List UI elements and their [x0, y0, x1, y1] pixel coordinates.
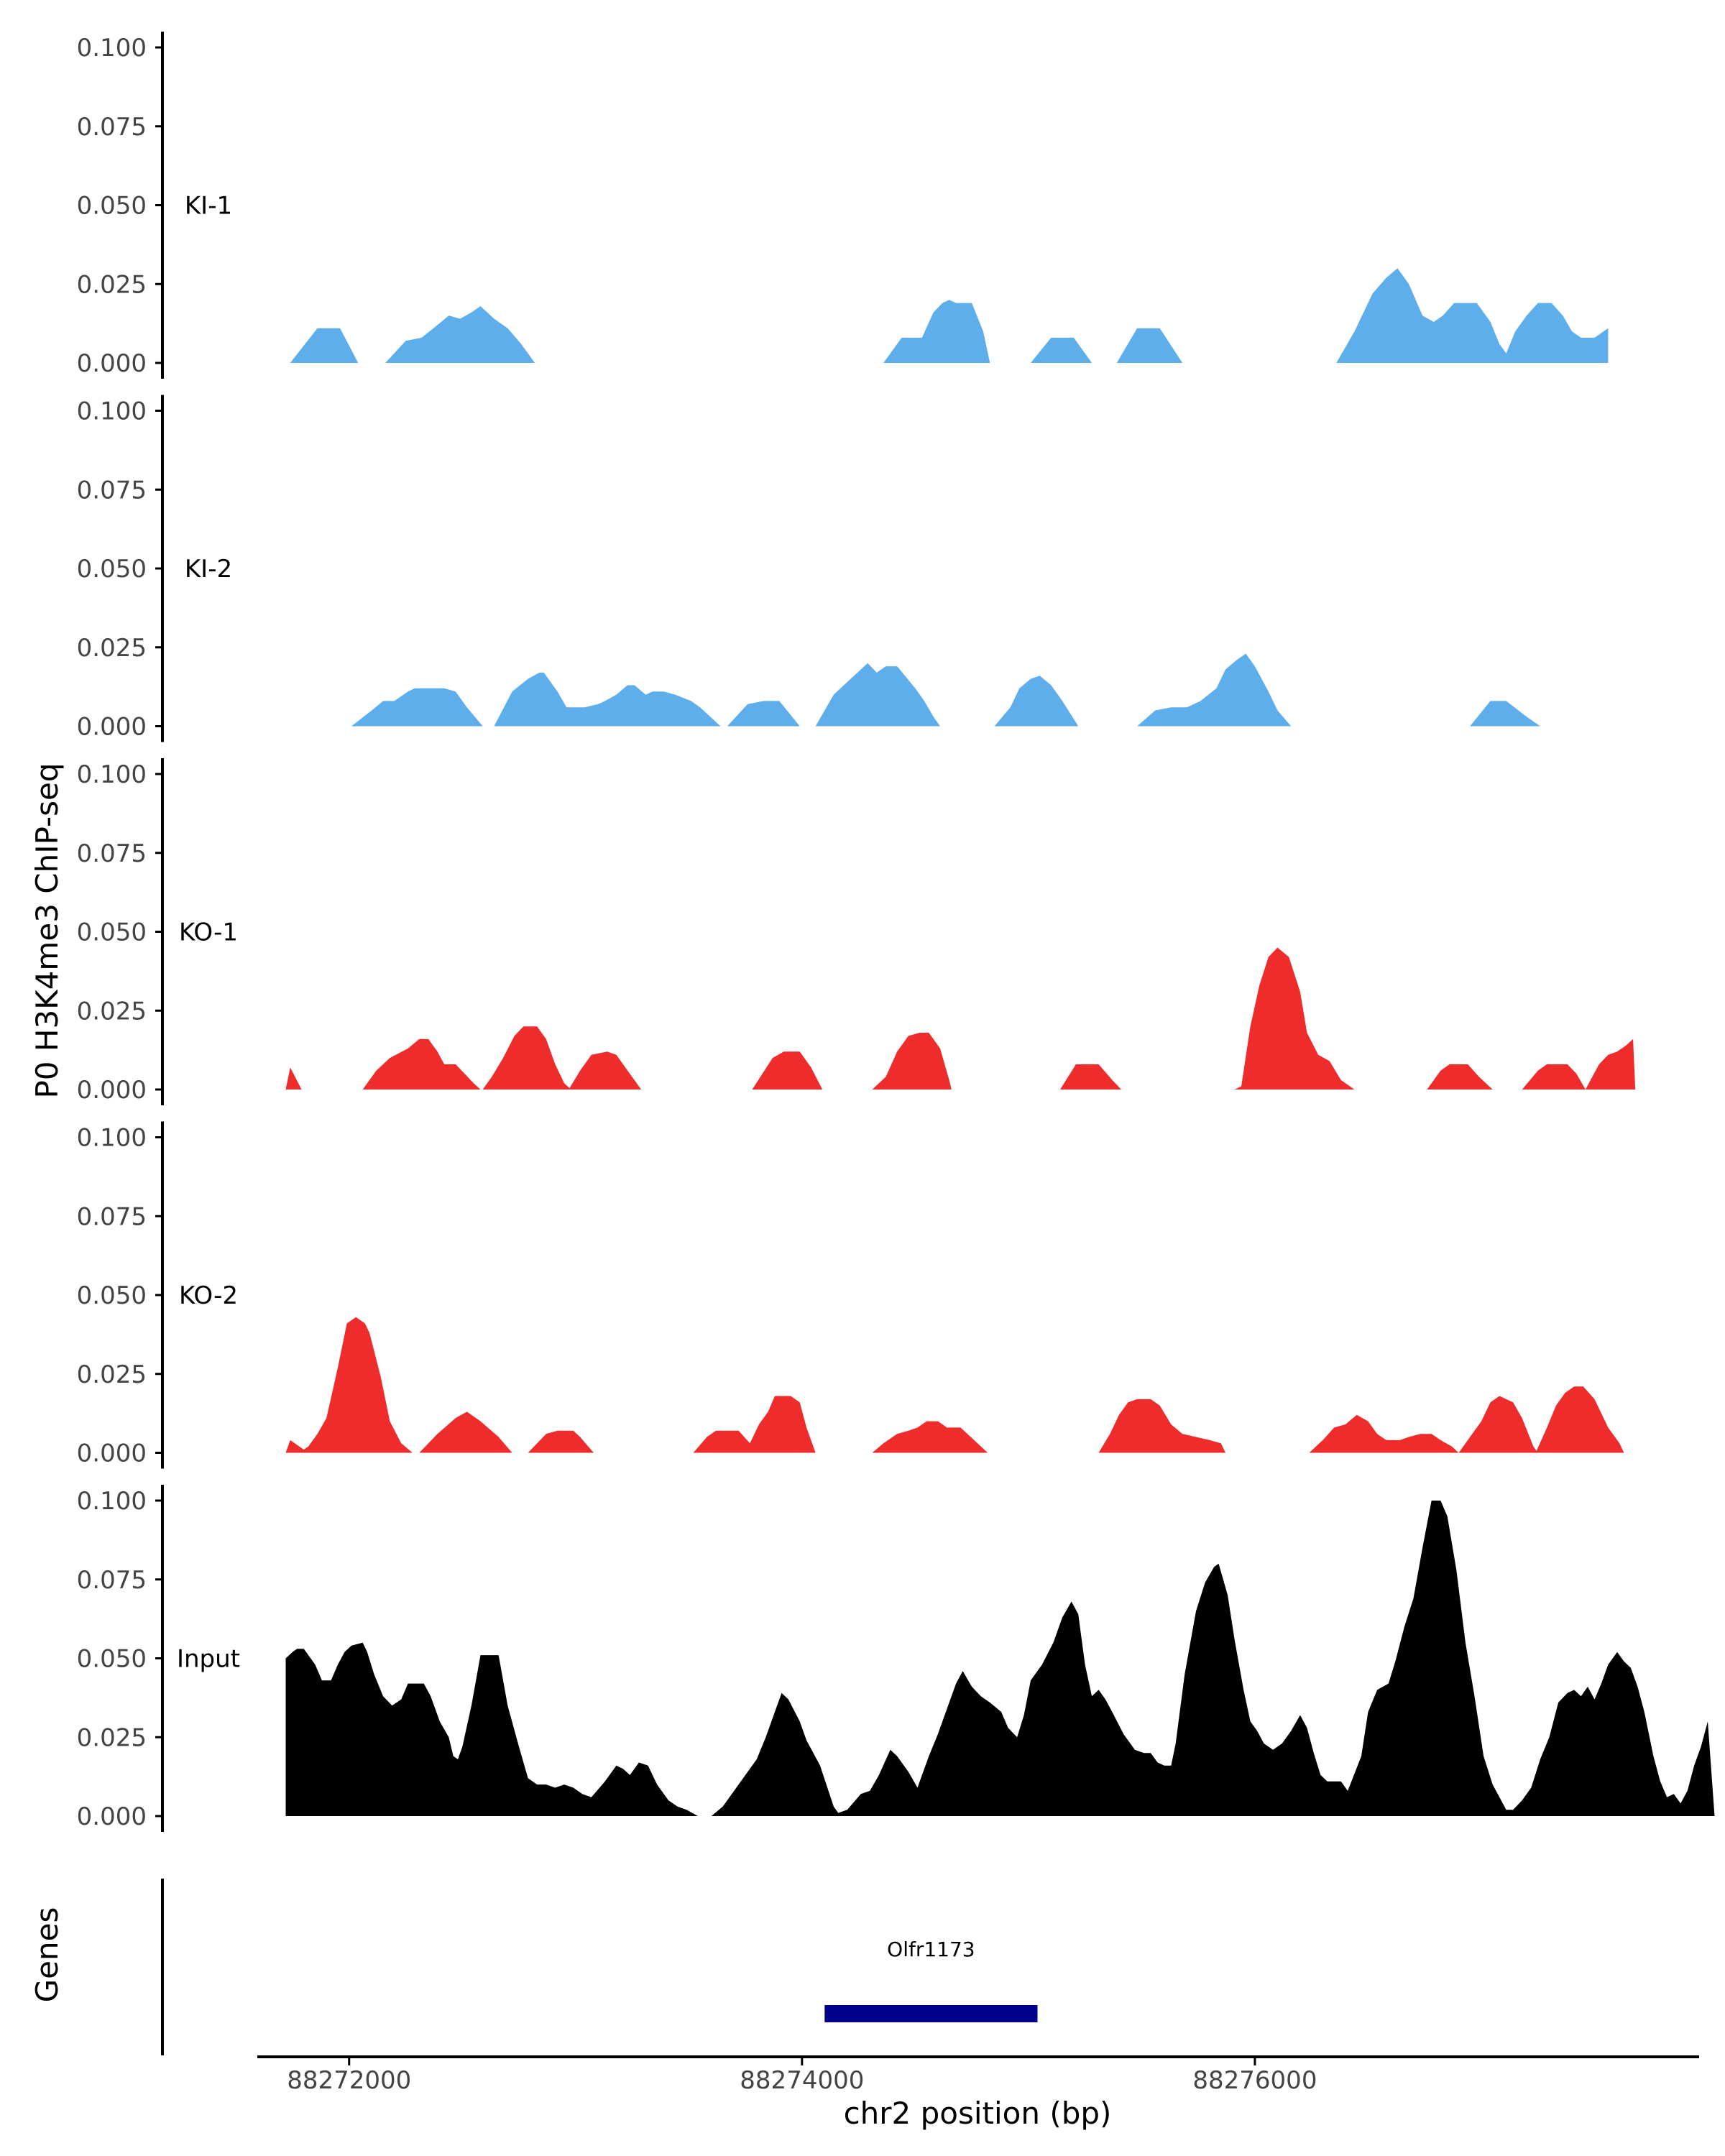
- y-axis-title: P0 H3K4me3 ChIP-seq: [29, 763, 65, 1098]
- y-tick-label: 0.000: [77, 713, 147, 742]
- signal-peak: [362, 1038, 481, 1089]
- y-tick-label: 0.000: [77, 1802, 147, 1831]
- y-tick-label: 0.000: [77, 1439, 147, 1468]
- y-tick-label: 0.100: [77, 1487, 147, 1516]
- y-tick-label: 0.025: [77, 1723, 147, 1752]
- y-tick-label: 0.050: [77, 1281, 147, 1310]
- y-tick-label: 0.050: [77, 918, 147, 947]
- y-tick-label: 0.000: [77, 349, 147, 378]
- y-tick-label: 0.025: [77, 634, 147, 663]
- signal-peak: [290, 328, 359, 363]
- signal-peak: [815, 663, 940, 727]
- signal-peak: [285, 1642, 698, 1816]
- genes-axis-title: Genes: [29, 1907, 65, 2003]
- signal-peak: [1137, 653, 1292, 727]
- signal-peak: [1234, 947, 1355, 1089]
- y-tick-label: 0.000: [77, 1076, 147, 1105]
- signal-peak: [1098, 1399, 1225, 1453]
- signal-peak: [385, 306, 535, 363]
- track-label: Input: [177, 1645, 240, 1674]
- signal-peak: [1116, 328, 1183, 363]
- signal-peak: [1336, 268, 1609, 363]
- track-input: 0.000 0.025 0.050 0.075 0.100 Input: [77, 1485, 1715, 1832]
- x-tick-label: 88272000: [287, 2066, 411, 2095]
- x-axis: 88272000 88274000 88276000: [257, 2055, 1699, 2095]
- y-tick-label: 0.050: [77, 555, 147, 584]
- gene-label: Olfr1173: [887, 1938, 975, 1961]
- gene-body: [824, 2005, 1038, 2022]
- tracks-layer: 0.0000.0250.0500.0750.100KI-10.0000.0250…: [77, 32, 1715, 1832]
- track-ki-1: 0.000 0.025 0.050 0.075 0.100 KI-1: [77, 32, 1609, 379]
- signal-peak: [285, 1067, 302, 1089]
- signal-peak: [883, 300, 990, 363]
- y-tick-label: 0.075: [77, 1566, 147, 1595]
- signal-peak: [285, 1317, 413, 1453]
- track-label: KO-1: [179, 918, 238, 947]
- y-tick-label: 0.100: [77, 760, 147, 789]
- y-tick-label: 0.075: [77, 1202, 147, 1231]
- signal-peak: [1427, 1064, 1493, 1089]
- y-tick-label: 0.075: [77, 476, 147, 505]
- signal-peak: [1585, 1038, 1636, 1089]
- signal-peak: [482, 1026, 571, 1089]
- signal-peak: [1522, 1064, 1586, 1089]
- signal-peak: [569, 1051, 642, 1089]
- track-ki-2: 0.000 0.025 0.050 0.075 0.100 KI-2: [77, 395, 1540, 742]
- track-ko-2: 0.000 0.025 0.050 0.075 0.100 KO-2: [77, 1121, 1624, 1469]
- signal-peak: [419, 1411, 512, 1453]
- signal-peak: [872, 1421, 988, 1453]
- track-label: KO-2: [179, 1281, 238, 1310]
- signal-peak: [994, 676, 1079, 727]
- signal-peak: [872, 1033, 952, 1089]
- genes-layer: Olfr1173: [161, 1879, 1038, 2055]
- track-label: KI-1: [185, 192, 232, 221]
- signal-peak: [1060, 1064, 1121, 1089]
- signal-peak: [285, 1501, 1715, 1816]
- y-tick-label: 0.050: [77, 192, 147, 221]
- signal-peak: [693, 1396, 816, 1453]
- signal-peak: [752, 1051, 823, 1089]
- signal-peak: [494, 672, 721, 727]
- x-axis-title: chr2 position (bp): [844, 2096, 1112, 2131]
- signal-peak: [1031, 337, 1092, 363]
- y-tick-label: 0.100: [77, 397, 147, 426]
- y-tick-label: 0.050: [77, 1645, 147, 1674]
- signal-peak: [1535, 1386, 1624, 1453]
- signal-peak: [528, 1430, 594, 1453]
- signal-peak: [727, 701, 800, 727]
- y-tick-label: 0.025: [77, 1360, 147, 1389]
- track-ko-1: 0.000 0.025 0.050 0.075 0.100 KO-1: [77, 758, 1636, 1105]
- signal-peak: [351, 688, 483, 727]
- x-tick-label: 88276000: [1192, 2066, 1317, 2095]
- signal-peak: [1470, 701, 1540, 727]
- y-tick-label: 0.025: [77, 997, 147, 1026]
- y-tick-label: 0.025: [77, 270, 147, 299]
- x-tick-label: 88274000: [740, 2066, 864, 2095]
- y-tick-label: 0.075: [77, 113, 147, 142]
- track-label: KI-2: [185, 555, 232, 584]
- y-tick-label: 0.100: [77, 1124, 147, 1153]
- y-tick-label: 0.075: [77, 839, 147, 868]
- signal-peak: [1309, 1414, 1459, 1453]
- signal-peak: [1458, 1396, 1538, 1453]
- y-tick-label: 0.100: [77, 34, 147, 63]
